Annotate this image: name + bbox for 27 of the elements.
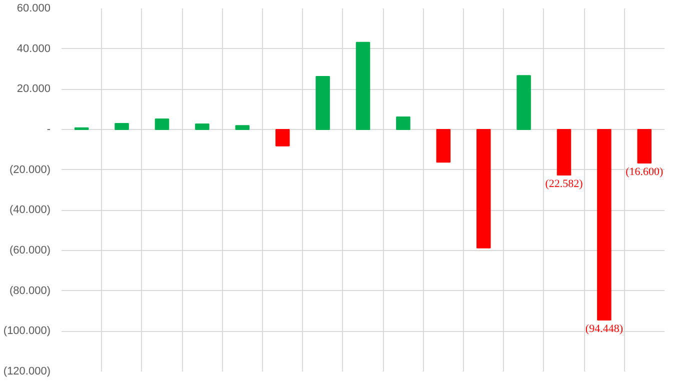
bar	[476, 129, 491, 248]
bar	[436, 129, 451, 163]
bar	[154, 118, 170, 130]
y-tick-label: (80.000)	[10, 284, 51, 297]
bar	[516, 75, 531, 130]
y-tick-label: (40.000)	[10, 204, 51, 216]
bar	[396, 116, 410, 130]
y-tick-label: -	[46, 124, 51, 136]
y-tick-label: 20.000	[16, 83, 51, 96]
bar	[356, 42, 370, 130]
bar	[556, 129, 572, 176]
bar	[235, 125, 250, 130]
y-tick-label: (60.000)	[10, 244, 51, 256]
data-label: (94.448)	[585, 322, 624, 335]
bar	[275, 129, 290, 146]
data-label: (22.582)	[545, 178, 584, 190]
bar	[597, 129, 612, 320]
data-label: (16.600)	[626, 166, 664, 178]
y-tick-label: (20.000)	[10, 164, 51, 176]
y-tick-label: 60.000	[16, 2, 51, 14]
bar	[637, 129, 652, 164]
bar	[114, 122, 129, 130]
bar	[316, 76, 330, 130]
y-tick-label: (100.000)	[3, 325, 51, 338]
y-tick-label: (120.000)	[3, 366, 51, 378]
bar	[195, 124, 210, 130]
y-tick-label: 40.000	[16, 42, 51, 55]
